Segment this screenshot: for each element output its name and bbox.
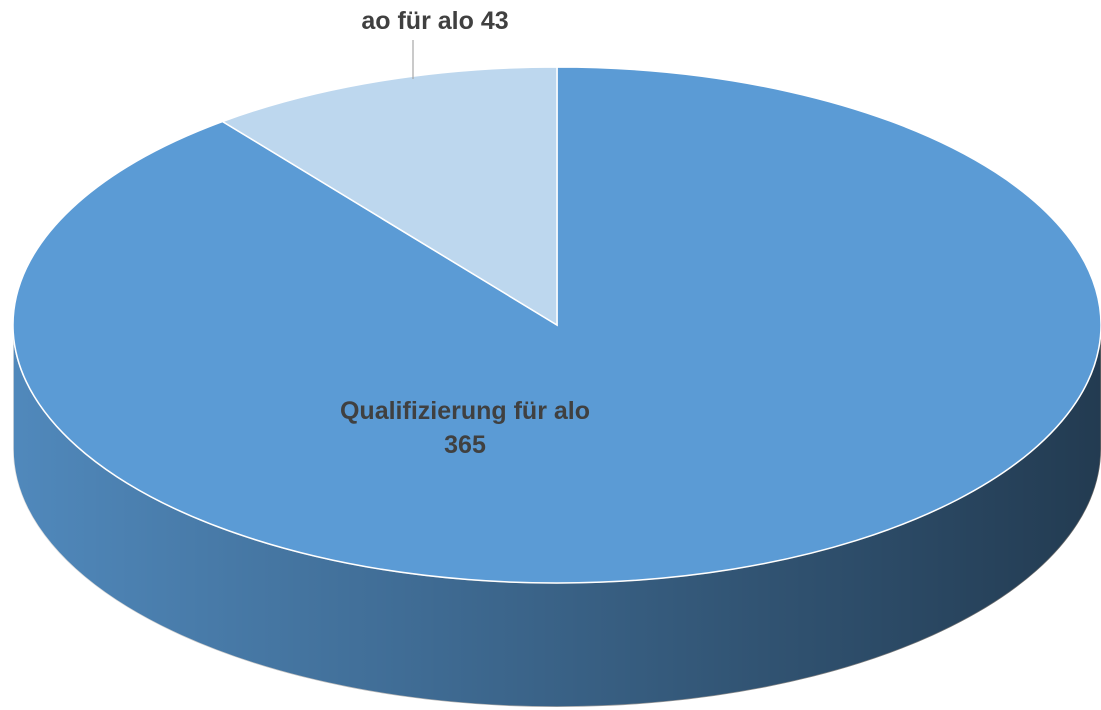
label-category: Qualifizierung für alo [339, 397, 590, 425]
data-label: Qualifizierung für alo 365 [330, 394, 600, 462]
side-shade [13, 325, 1101, 707]
data-label: ao für alo 43 [300, 4, 570, 38]
label-category: ao für alo [361, 7, 474, 35]
pie-slice [220, 66, 558, 327]
label-value: 43 [480, 7, 509, 35]
label-value: 365 [444, 431, 486, 459]
